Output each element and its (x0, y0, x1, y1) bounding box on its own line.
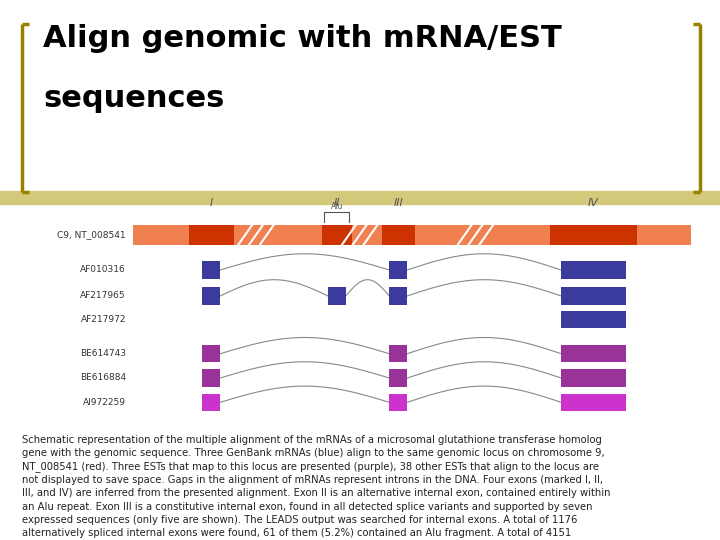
Bar (550, 225, 636, 245)
Text: C9, NT_008541: C9, NT_008541 (58, 231, 126, 239)
Bar (390, 261, 408, 279)
Bar (328, 287, 346, 305)
Text: III: III (393, 198, 403, 208)
Bar (322, 225, 352, 245)
Bar (202, 345, 220, 362)
Bar (561, 261, 626, 279)
Bar (382, 225, 415, 245)
Text: Alu: Alu (330, 202, 343, 211)
Bar (202, 369, 220, 387)
Text: AI972259: AI972259 (83, 398, 126, 407)
Text: sequences: sequences (43, 84, 225, 113)
Bar (133, 225, 691, 245)
Bar (0, 191, 720, 204)
Bar (189, 225, 233, 245)
Text: AF010316: AF010316 (80, 266, 126, 274)
Bar (202, 394, 220, 411)
Bar (390, 345, 408, 362)
Bar (202, 287, 220, 305)
Bar (561, 394, 626, 411)
Text: I: I (210, 198, 213, 208)
Text: AF217972: AF217972 (81, 315, 126, 324)
Text: BE614743: BE614743 (80, 349, 126, 358)
Bar (202, 261, 220, 279)
Text: AF217965: AF217965 (81, 292, 126, 300)
Text: IV: IV (588, 198, 599, 208)
Text: II: II (333, 198, 340, 208)
Bar (561, 287, 626, 305)
Text: BE616884: BE616884 (80, 374, 126, 382)
Bar (390, 287, 408, 305)
Text: Align genomic with mRNA/EST: Align genomic with mRNA/EST (43, 24, 562, 53)
Bar (561, 345, 626, 362)
Bar (390, 394, 408, 411)
Bar (390, 369, 408, 387)
Bar (561, 369, 626, 387)
Text: Schematic representation of the multiple alignment of the mRNAs of a microsomal : Schematic representation of the multiple… (22, 435, 610, 540)
Bar (561, 311, 626, 328)
